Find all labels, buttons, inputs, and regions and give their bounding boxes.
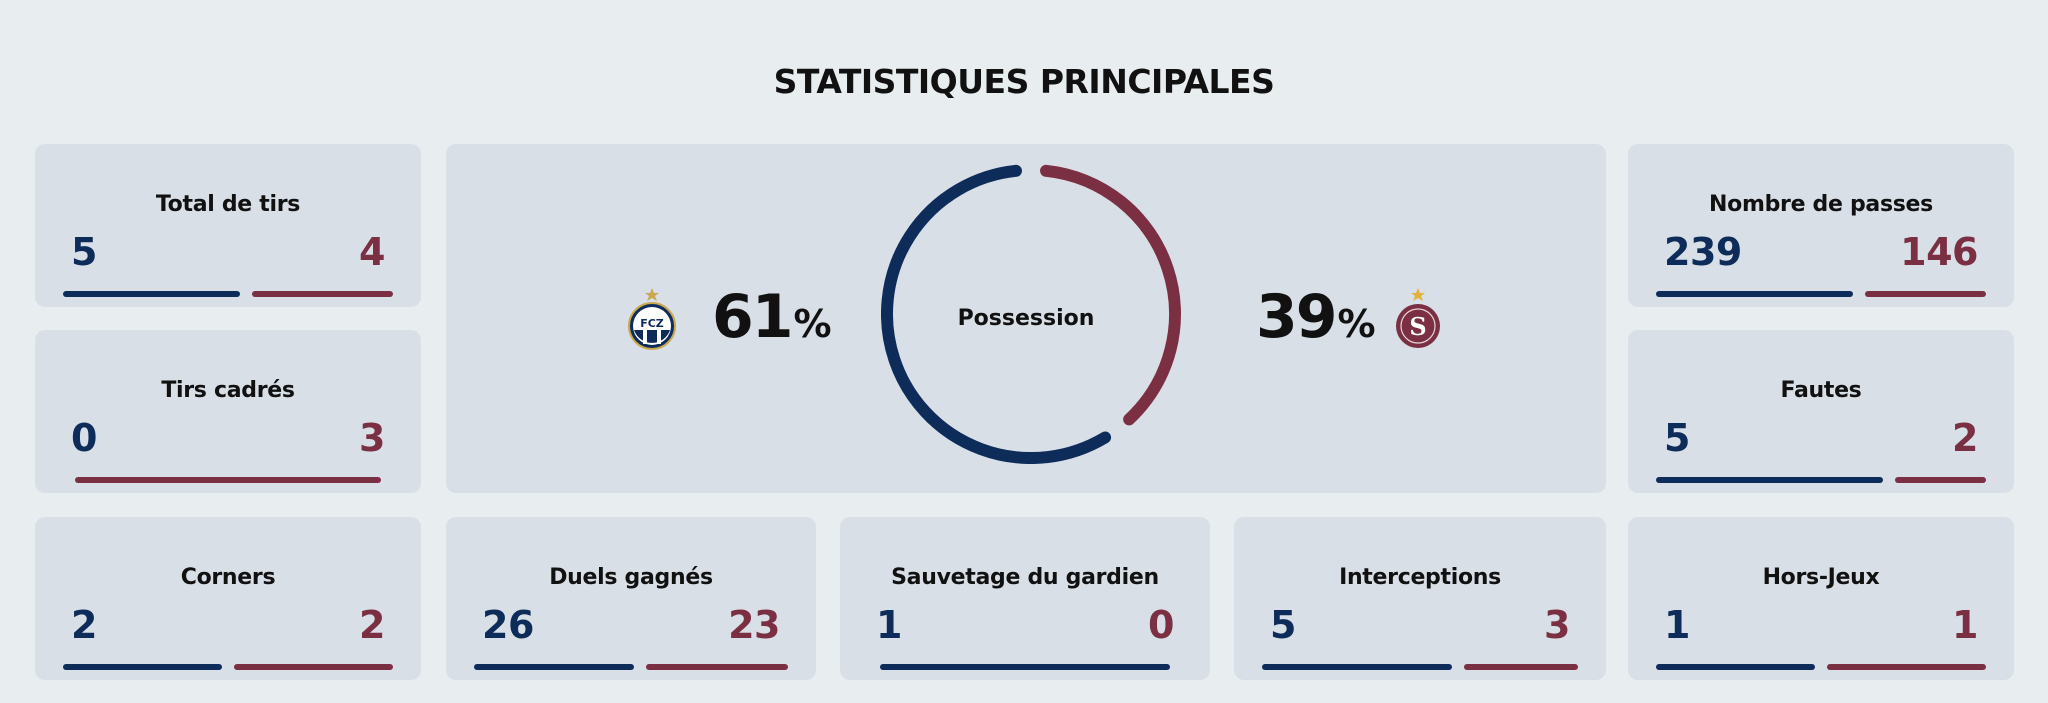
away-possession-symbol: % (1337, 302, 1376, 346)
stat-card-saves: Sauvetage du gardien 1 0 (840, 517, 1210, 680)
stat-home-bar (1656, 664, 1815, 670)
possession-card: FCZ 61% Possession 39% S (446, 144, 1606, 493)
stat-away-value: 23 (728, 603, 780, 647)
stat-card-offsides: Hors-Jeux 1 1 (1628, 517, 2014, 680)
stat-home-value: 26 (482, 603, 534, 647)
stat-away-value: 4 (359, 230, 385, 274)
stat-label: Hors-Jeux (1762, 565, 1880, 590)
possession-ring-home-arc (881, 164, 1112, 464)
fcz-crest-text: FCZ (640, 317, 664, 330)
stat-home-bar (63, 291, 240, 297)
stat-label: Total de tirs (155, 192, 301, 217)
possession-ring (881, 164, 1181, 464)
stat-label: Tirs cadrés (161, 378, 295, 403)
stat-label: Fautes (1780, 378, 1862, 403)
stat-home-value: 239 (1664, 230, 1742, 274)
stat-home-bar (1262, 664, 1452, 670)
stat-home-value: 1 (1664, 603, 1690, 647)
stat-home-value: 5 (1664, 416, 1690, 460)
stat-card-duels-won: Duels gagnés 26 23 (446, 517, 816, 680)
possession-ring-away-arc (1040, 164, 1181, 426)
stat-away-value: 2 (359, 603, 385, 647)
stat-away-bar (75, 477, 381, 483)
stat-label: Nombre de passes (1709, 192, 1933, 217)
stat-label: Sauvetage du gardien (891, 565, 1159, 590)
stat-away-value: 146 (1900, 230, 1978, 274)
servette-crest-icon: S (1396, 288, 1440, 348)
stat-away-bar (1895, 477, 1986, 483)
stat-home-bar (1656, 477, 1884, 483)
stat-away-bar (1827, 664, 1986, 670)
stat-away-bar (646, 664, 788, 670)
away-possession: 39% (1256, 282, 1376, 352)
stat-label: Duels gagnés (549, 565, 713, 590)
stat-card-passes: Nombre de passes 239 146 (1628, 144, 2014, 307)
stat-away-value: 2 (1952, 416, 1978, 460)
stat-home-value: 1 (876, 603, 902, 647)
stat-label: Interceptions (1339, 565, 1501, 590)
stat-away-bar (234, 664, 393, 670)
stat-card-fouls: Fautes 5 2 (1628, 330, 2014, 493)
stat-home-value: 5 (71, 230, 97, 274)
servette-crest-text: S (1409, 312, 1426, 341)
stat-card-interceptions: Interceptions 5 3 (1234, 517, 1606, 680)
possession-label: Possession (957, 306, 1095, 331)
stat-away-value: 0 (1148, 603, 1174, 647)
home-possession-symbol: % (793, 302, 832, 346)
stat-away-bar (1464, 664, 1578, 670)
home-possession-value: 61 (712, 282, 793, 352)
stat-home-value: 2 (71, 603, 97, 647)
stat-away-bar (1865, 291, 1986, 297)
stat-card-shots-on-target: Tirs cadrés 0 3 (35, 330, 421, 493)
stat-home-bar (63, 664, 222, 670)
stat-home-bar (474, 664, 635, 670)
stat-label: Corners (180, 565, 276, 590)
stat-away-value: 1 (1952, 603, 1978, 647)
stat-away-bar (251, 291, 393, 297)
stat-away-value: 3 (1544, 603, 1570, 647)
stat-card-total-shots: Total de tirs 5 4 (35, 144, 421, 307)
stat-home-value: 0 (71, 416, 97, 460)
stat-home-bar (1656, 291, 1854, 297)
home-possession: 61% (712, 282, 832, 352)
away-possession-value: 39 (1256, 282, 1337, 352)
stat-home-bar (880, 664, 1170, 670)
section-title: STATISTIQUES PRINCIPALES (773, 62, 1275, 101)
stat-card-corners: Corners 2 2 (35, 517, 421, 680)
stat-away-value: 3 (359, 416, 385, 460)
stat-home-value: 5 (1270, 603, 1296, 647)
fcz-crest-icon: FCZ (628, 288, 676, 350)
